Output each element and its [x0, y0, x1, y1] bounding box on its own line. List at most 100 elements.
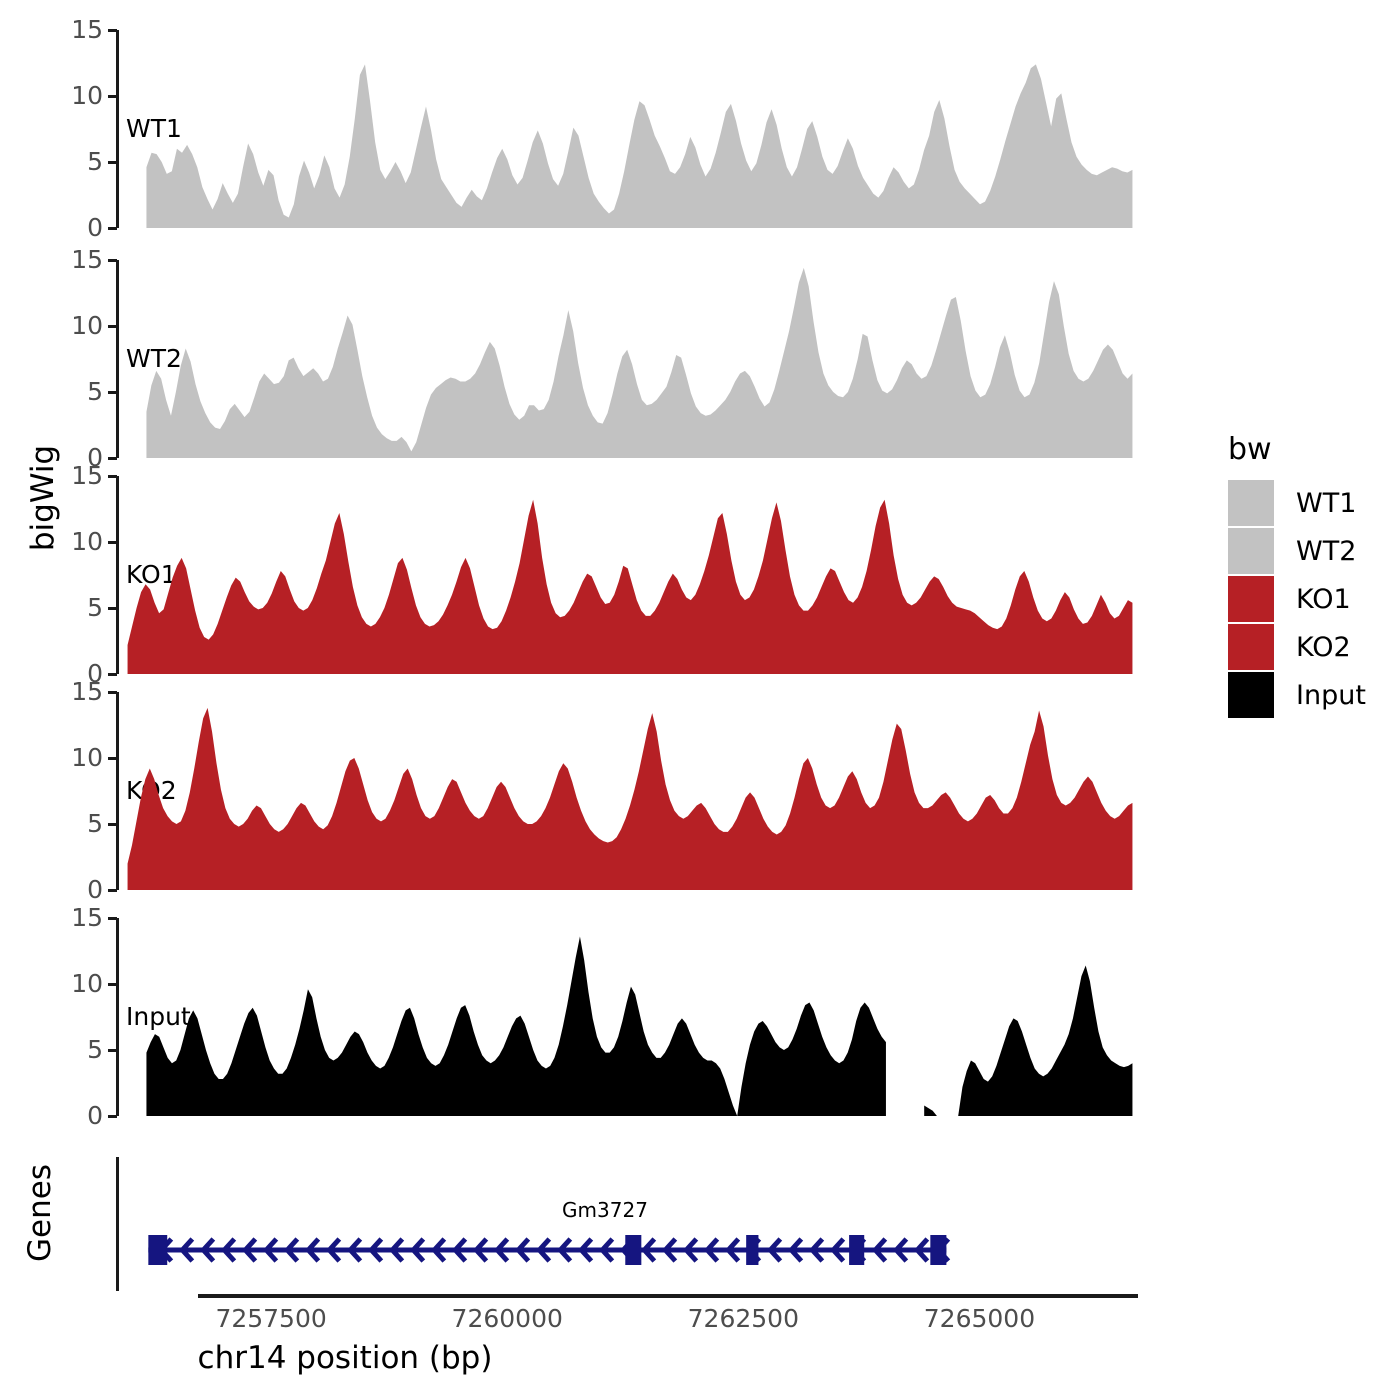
y-tick-label-ko1-5: 5 [87, 593, 103, 622]
y-axis-line-wt1 [116, 30, 119, 228]
gene-exon-2 [625, 1235, 642, 1265]
y-tick-label-input-10: 10 [71, 969, 103, 998]
gene-strand-arrow-icon [598, 1237, 615, 1263]
legend-label-wt2: WT2 [1296, 535, 1357, 567]
y-tick-label-wt1-0: 0 [87, 213, 103, 242]
gene-strand-arrow-icon [766, 1237, 783, 1263]
gene-strand-arrow-icon [493, 1237, 510, 1263]
gene-strand-arrow-icon [913, 1237, 930, 1263]
gene-strand-arrow-icon [346, 1237, 363, 1263]
y-tick-label-wt1-5: 5 [87, 147, 103, 176]
gene-strand-arrow-icon [871, 1237, 888, 1263]
gene-strand-arrow-icon [808, 1237, 825, 1263]
legend-item-wt2[interactable]: WT2 [1228, 527, 1366, 575]
x-axis-title: chr14 position (bp) [197, 1340, 493, 1376]
y-tick-label-wt2-0: 0 [87, 443, 103, 472]
gene-strand-arrow-icon [220, 1237, 237, 1263]
legend-label-ko2: KO2 [1296, 631, 1351, 663]
gene-strand-arrow-icon [388, 1237, 405, 1263]
signal-area-input-seg0 [146, 936, 886, 1116]
track-panel-input [120, 918, 1140, 1116]
y-tick-ko1-5 [108, 607, 117, 610]
gene-strand-arrow-icon [682, 1237, 699, 1263]
gene-strand-arrow-icon [262, 1237, 279, 1263]
x-tick-label-7265000: 7265000 [923, 1304, 1036, 1333]
y-tick-wt2-10 [108, 325, 117, 328]
track-panel-wt2 [120, 260, 1140, 458]
x-tick-label-7260000: 7260000 [451, 1304, 563, 1333]
y-axis-line-input [116, 918, 119, 1116]
y-tick-label-wt1-15: 15 [71, 15, 103, 44]
gene-strand-arrow-icon [178, 1237, 195, 1263]
legend-label-ko1: KO1 [1296, 583, 1351, 615]
gene-exon-5 [930, 1235, 947, 1265]
track-label-wt1: WT1 [126, 114, 182, 143]
gene-exon-3 [746, 1235, 759, 1265]
signal-area-ko2 [127, 707, 1133, 890]
y-tick-label-ko2-10: 10 [71, 743, 103, 772]
gene-model-panel [120, 1215, 1140, 1285]
y-tick-wt1-10 [108, 95, 117, 98]
legend-swatch-input [1228, 672, 1274, 718]
gene-strand-arrow-icon [367, 1237, 384, 1263]
legend-item-ko2[interactable]: KO2 [1228, 623, 1366, 671]
legend-item-ko1[interactable]: KO1 [1228, 575, 1366, 623]
gene-strand-arrow-icon [829, 1237, 846, 1263]
gene-strand-arrow-icon [409, 1237, 426, 1263]
gene-strand-arrow-icon [577, 1237, 594, 1263]
genes-axis-title: Genes [22, 1164, 58, 1262]
signal-area-ko1 [127, 499, 1133, 674]
y-tick-ko1-0 [108, 673, 117, 676]
y-tick-label-wt2-10: 10 [71, 311, 103, 340]
y-axis-line-wt2 [116, 260, 119, 458]
y-axis-line-ko1 [116, 476, 119, 674]
y-tick-label-wt1-10: 10 [71, 81, 103, 110]
gene-strand-arrow-icon [535, 1237, 552, 1263]
y-tick-ko1-10 [108, 541, 117, 544]
y-tick-input-5 [108, 1049, 117, 1052]
x-tick-label-7257500: 7257500 [215, 1304, 327, 1333]
y-tick-ko2-15 [108, 691, 117, 694]
gene-strand-arrow-icon [304, 1237, 321, 1263]
gene-strand-arrow-icon [325, 1237, 342, 1263]
signal-area-input-seg1 [924, 965, 1133, 1116]
gene-name-label: Gm3727 [562, 1198, 648, 1222]
y-tick-label-input-0: 0 [87, 1101, 103, 1130]
x-tick-label-7262500: 7262500 [687, 1304, 799, 1333]
legend-label-input: Input [1296, 679, 1366, 711]
genes-axis-line [116, 1157, 119, 1291]
y-tick-ko1-15 [108, 475, 117, 478]
y-tick-label-ko1-15: 15 [71, 461, 103, 490]
gene-strand-arrow-icon [892, 1237, 909, 1263]
y-tick-wt2-0 [108, 457, 117, 460]
y-tick-label-input-5: 5 [87, 1035, 103, 1064]
gene-strand-arrow-icon [199, 1237, 216, 1263]
y-tick-label-ko2-0: 0 [87, 875, 103, 904]
track-label-input: Input [126, 1002, 191, 1031]
y-tick-label-input-15: 15 [71, 903, 103, 932]
y-tick-label-wt2-5: 5 [87, 377, 103, 406]
y-tick-input-0 [108, 1115, 117, 1118]
gene-exon-4 [849, 1235, 865, 1265]
track-panel-ko2 [120, 692, 1140, 890]
y-tick-ko2-10 [108, 757, 117, 760]
gene-strand-arrow-icon [661, 1237, 678, 1263]
track-panel-wt1 [120, 30, 1140, 228]
gene-strand-arrow-icon [430, 1237, 447, 1263]
legend-swatch-wt1 [1228, 480, 1274, 526]
y-axis-line-ko2 [116, 692, 119, 890]
gene-strand-arrow-icon [451, 1237, 468, 1263]
legend-item-input[interactable]: Input [1228, 671, 1366, 719]
legend: bw WT1 WT2 KO1 KO2 Input [1228, 432, 1366, 719]
y-tick-wt1-0 [108, 227, 117, 230]
y-tick-label-ko1-0: 0 [87, 659, 103, 688]
y-tick-ko2-5 [108, 823, 117, 826]
signal-area-wt1 [146, 64, 1133, 228]
y-tick-label-wt2-15: 15 [71, 245, 103, 274]
legend-title: bw [1228, 432, 1272, 467]
legend-items: WT1 WT2 KO1 KO2 Input [1228, 479, 1366, 719]
legend-swatch-ko2 [1228, 624, 1274, 670]
legend-item-wt1[interactable]: WT1 [1228, 479, 1366, 527]
y-tick-label-ko2-5: 5 [87, 809, 103, 838]
gene-exon-1 [148, 1235, 168, 1265]
